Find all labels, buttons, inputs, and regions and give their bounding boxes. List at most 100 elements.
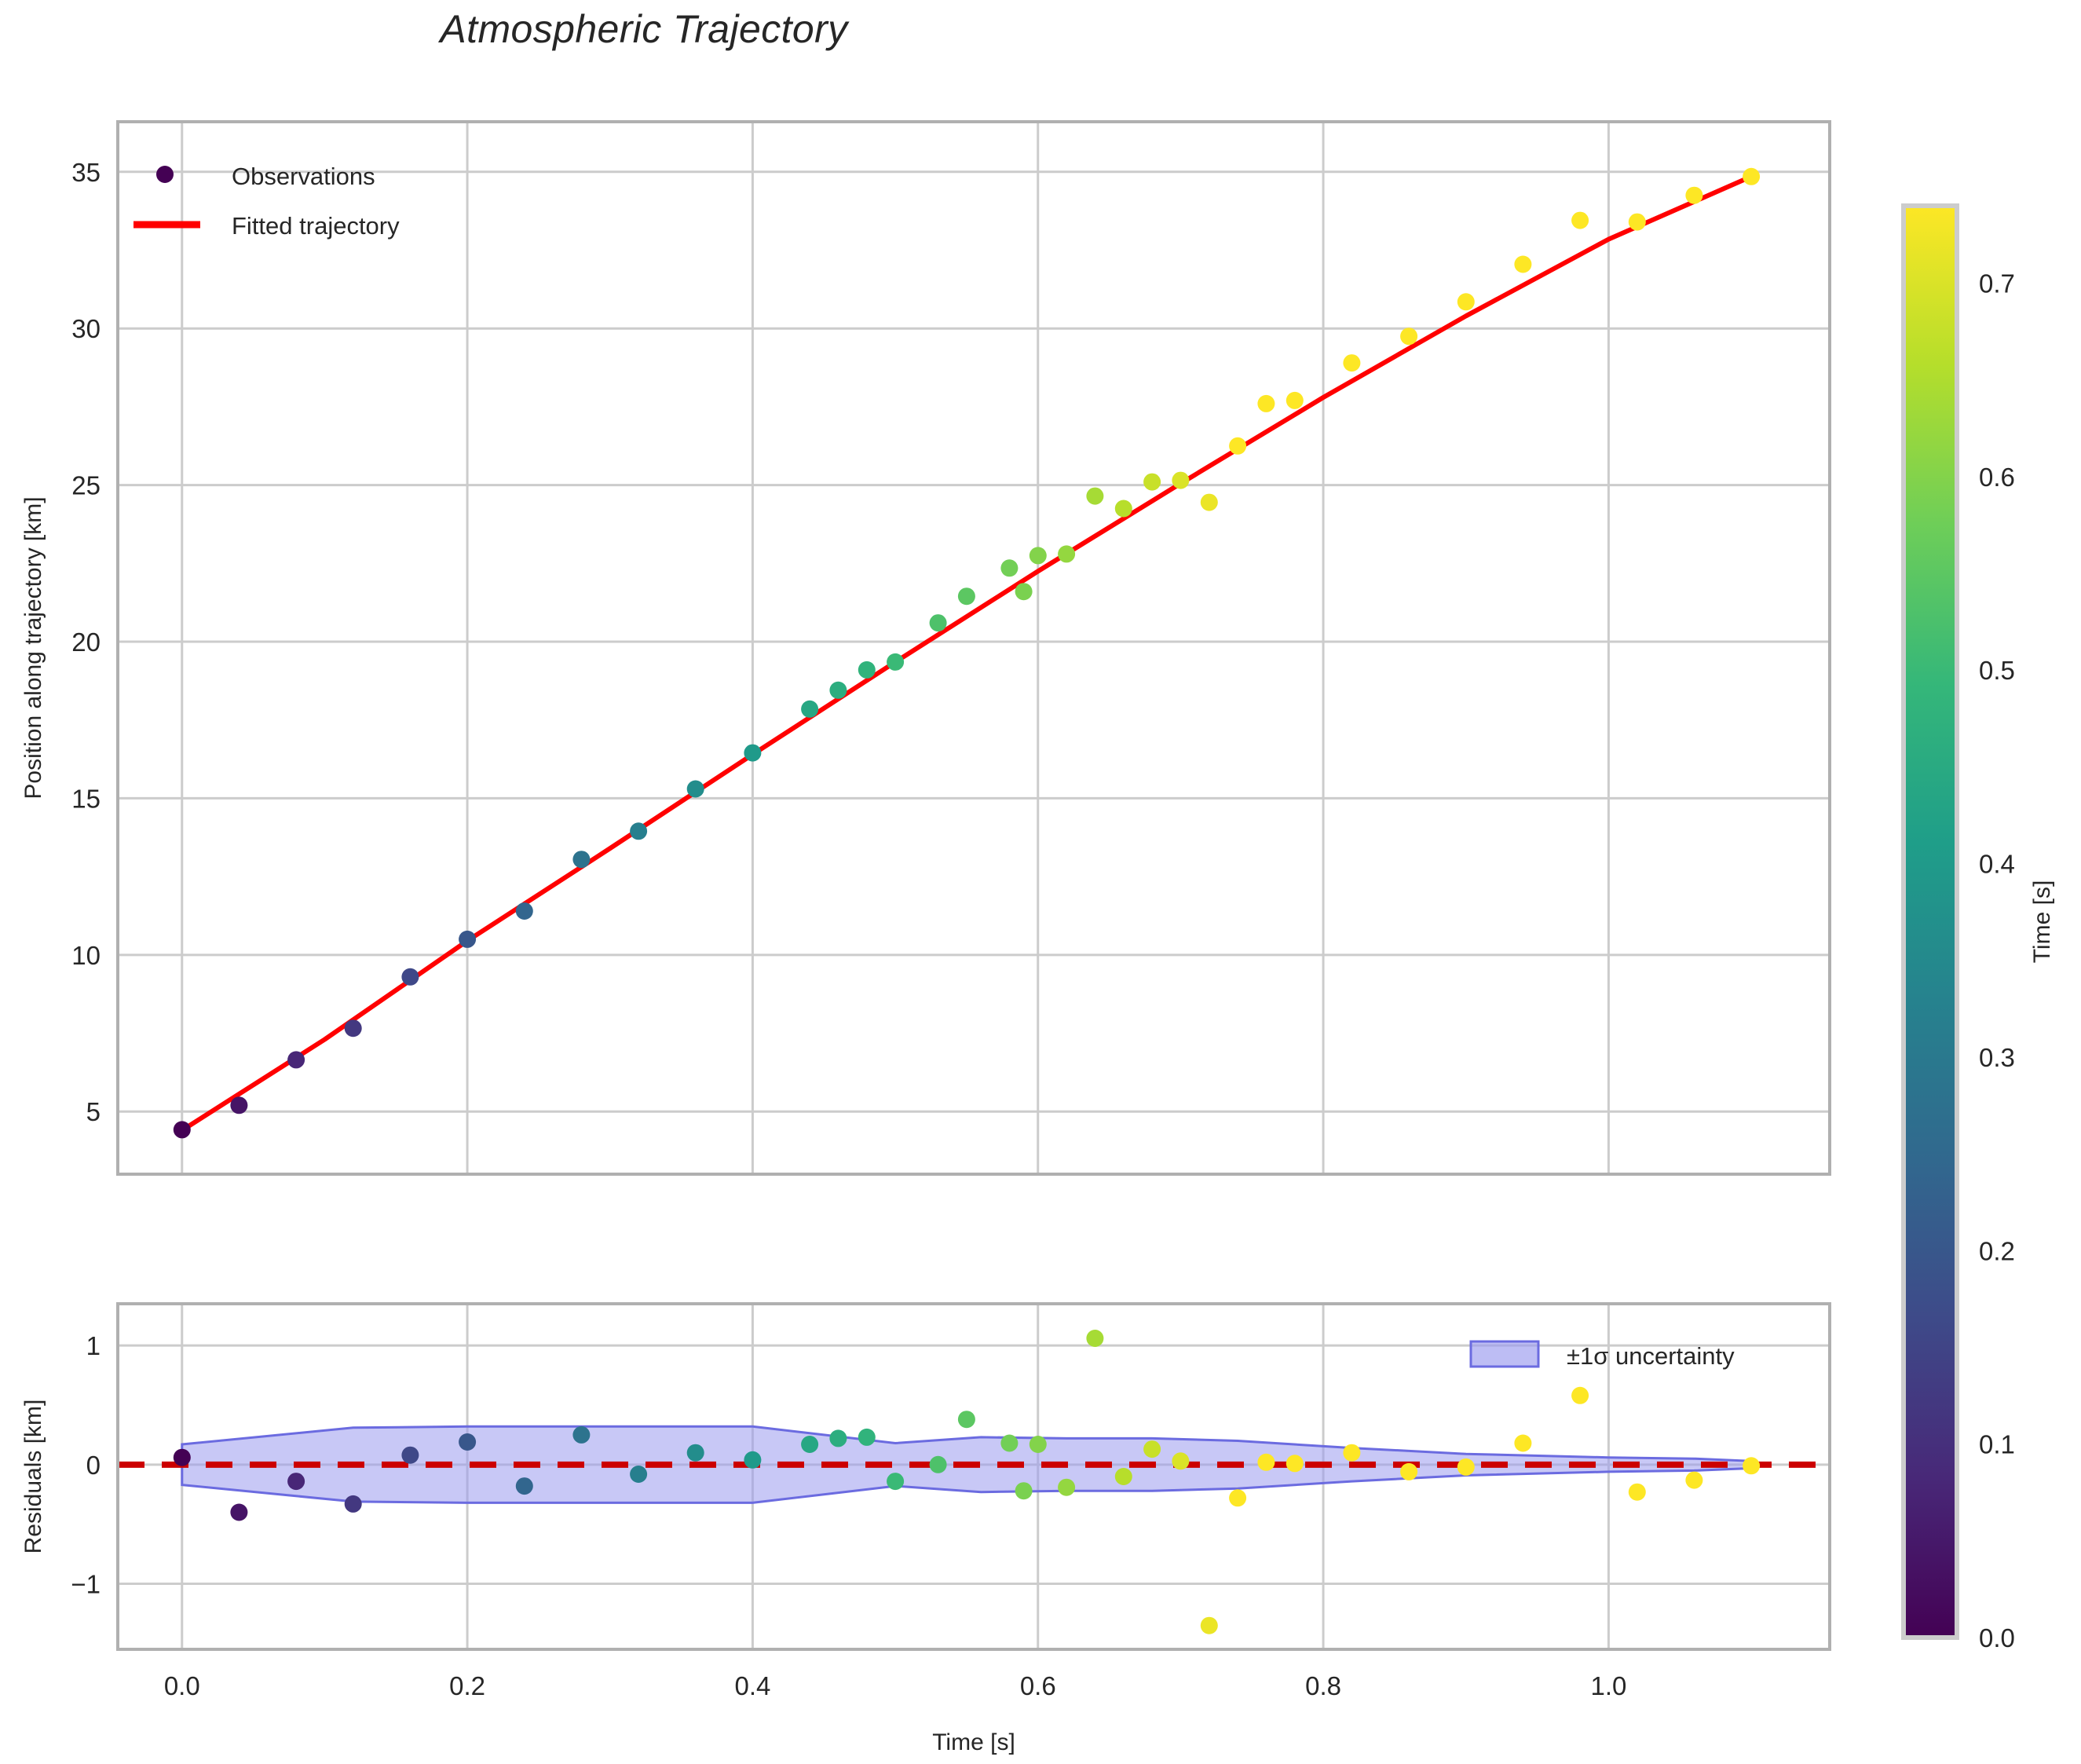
residual-point bbox=[1514, 1434, 1532, 1452]
observation-point bbox=[858, 661, 876, 679]
xaxis-label: Time [s] bbox=[932, 1729, 1015, 1755]
main-plot-background bbox=[118, 122, 1830, 1174]
observation-point bbox=[1257, 394, 1275, 412]
residual-point bbox=[1143, 1440, 1161, 1458]
residual-ylabel: Residuals [km] bbox=[20, 1400, 46, 1554]
observation-point bbox=[1172, 471, 1190, 489]
observation-point bbox=[572, 851, 591, 869]
residual-point bbox=[1000, 1434, 1019, 1452]
legend-label-fit: Fitted trajectory bbox=[232, 212, 400, 240]
residual-point bbox=[630, 1466, 648, 1483]
observation-point bbox=[1086, 487, 1104, 505]
legend-marker-observations bbox=[156, 166, 174, 183]
observation-point bbox=[230, 1096, 248, 1114]
observation-points bbox=[173, 167, 1761, 1139]
observation-point bbox=[1029, 547, 1047, 565]
colorbar-tick-label: 0.2 bbox=[1979, 1236, 2015, 1265]
residual-point bbox=[1343, 1444, 1361, 1462]
main-ytick-label: 35 bbox=[71, 158, 101, 187]
residual-point bbox=[459, 1433, 477, 1451]
observation-point bbox=[401, 968, 419, 986]
residual-point bbox=[1058, 1478, 1076, 1496]
residual-point bbox=[887, 1473, 905, 1491]
observation-point bbox=[1743, 167, 1761, 185]
xtick-label: 0.0 bbox=[164, 1671, 200, 1700]
residual-plot-frame bbox=[116, 1302, 1831, 1651]
residual-ytick-label: 0 bbox=[86, 1451, 101, 1480]
main-panel bbox=[116, 120, 1831, 1176]
residual-point bbox=[1200, 1616, 1218, 1634]
residual-ytick-label: 1 bbox=[86, 1331, 101, 1360]
main-ytick-label: 30 bbox=[71, 314, 101, 343]
colorbar-tick-label: 0.4 bbox=[1979, 850, 2015, 879]
observation-point bbox=[1015, 583, 1033, 601]
observation-point bbox=[744, 744, 762, 762]
residual-point bbox=[801, 1436, 819, 1453]
observation-point bbox=[686, 780, 704, 798]
observation-point bbox=[1628, 213, 1646, 231]
observation-point bbox=[1143, 473, 1161, 491]
residual-point bbox=[344, 1495, 362, 1513]
colorbar-label: Time [s] bbox=[2029, 880, 2055, 964]
residual-point bbox=[1229, 1489, 1247, 1507]
observation-point bbox=[801, 700, 819, 718]
main-ytick-label: 15 bbox=[71, 784, 101, 813]
residual-point bbox=[287, 1473, 305, 1491]
residual-point bbox=[515, 1477, 533, 1495]
residual-point bbox=[1086, 1330, 1104, 1347]
xtick-label: 0.8 bbox=[1305, 1671, 1341, 1700]
residual-point bbox=[929, 1455, 947, 1473]
legend-label-observations: Observations bbox=[232, 163, 375, 190]
observation-point bbox=[1685, 186, 1703, 204]
observation-point bbox=[929, 614, 947, 632]
colorbar-gradient bbox=[1901, 203, 1959, 1640]
observation-point bbox=[1286, 391, 1304, 409]
residual-point bbox=[1015, 1482, 1033, 1500]
residual-point bbox=[1172, 1452, 1190, 1470]
main-ytick-label: 25 bbox=[71, 471, 101, 500]
residual-points bbox=[173, 1330, 1761, 1634]
observation-point bbox=[1457, 293, 1475, 311]
colorbar-tick-label: 0.6 bbox=[1979, 463, 2015, 492]
residual-panel bbox=[116, 1302, 1831, 1651]
observation-point bbox=[287, 1051, 305, 1069]
observation-point bbox=[1571, 211, 1589, 229]
colorbar bbox=[1901, 203, 1959, 1640]
main-ytick-label: 20 bbox=[71, 628, 101, 657]
observation-point bbox=[1343, 354, 1361, 372]
colorbar-tick-label: 0.1 bbox=[1979, 1430, 2015, 1459]
residual-point bbox=[572, 1425, 591, 1444]
residual-point bbox=[686, 1444, 704, 1462]
observation-point bbox=[957, 587, 975, 606]
observation-point bbox=[1400, 328, 1418, 346]
residual-point bbox=[1628, 1483, 1646, 1501]
observation-point bbox=[515, 902, 533, 920]
legend-patch-uncertainty bbox=[1469, 1340, 1540, 1368]
colorbar-tick-label: 0.7 bbox=[1979, 269, 2015, 298]
xtick-label: 0.4 bbox=[734, 1671, 770, 1700]
residual-point bbox=[1457, 1458, 1475, 1476]
legend-label-uncertainty: ±1σ uncertainty bbox=[1567, 1342, 1735, 1370]
main-plot-frame bbox=[116, 120, 1831, 1176]
residual-legend bbox=[1469, 1340, 1540, 1368]
residual-point bbox=[1400, 1462, 1418, 1480]
residual-point bbox=[401, 1446, 419, 1464]
residual-point bbox=[957, 1411, 975, 1429]
colorbar-tick-label: 0.0 bbox=[1979, 1623, 2015, 1652]
residual-point bbox=[829, 1429, 847, 1447]
residual-point bbox=[1029, 1436, 1047, 1453]
observation-point bbox=[829, 681, 847, 699]
observation-point bbox=[1229, 437, 1247, 455]
observation-point bbox=[887, 653, 905, 671]
observation-point bbox=[1058, 545, 1076, 563]
residual-point bbox=[744, 1451, 762, 1469]
observation-point bbox=[344, 1019, 362, 1038]
observation-point bbox=[1200, 493, 1218, 511]
observation-point bbox=[1514, 255, 1532, 273]
residual-point bbox=[230, 1503, 248, 1521]
fitted-trajectory-line bbox=[179, 174, 1754, 1133]
residual-point bbox=[1685, 1471, 1703, 1489]
residual-point bbox=[1257, 1453, 1275, 1471]
